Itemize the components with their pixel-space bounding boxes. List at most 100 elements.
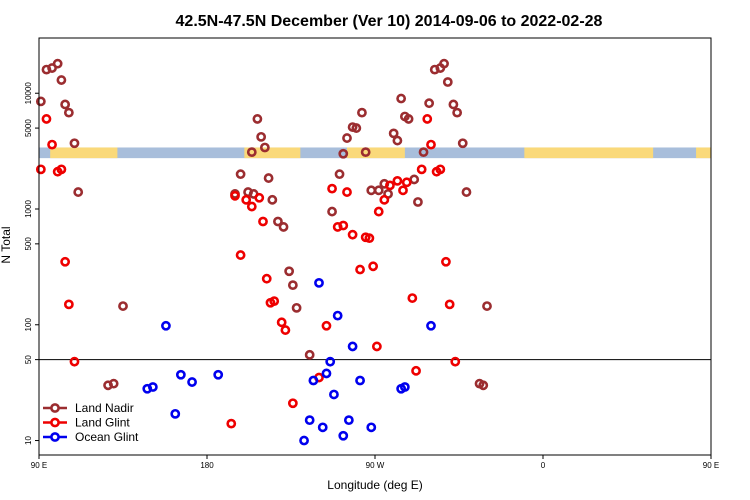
land-band-segment bbox=[524, 147, 654, 159]
point-land-nadir bbox=[338, 148, 349, 159]
point-land-glint bbox=[226, 418, 237, 429]
point-land-nadir bbox=[409, 174, 420, 185]
point-land-nadir bbox=[243, 187, 253, 197]
y-tick-label: 50 bbox=[24, 355, 33, 364]
land-band-segment bbox=[696, 147, 711, 159]
point-land-glint bbox=[347, 229, 358, 240]
y-axis: 10 50 100 500 1000 5000 10000 bbox=[24, 82, 39, 445]
point-land-glint bbox=[41, 114, 52, 124]
point-land-nadir bbox=[439, 58, 449, 69]
point-land-nadir bbox=[278, 222, 289, 232]
point-ocean-glint bbox=[347, 341, 358, 352]
point-ocean-glint bbox=[304, 415, 315, 426]
point-land-nadir bbox=[392, 135, 403, 146]
data-points bbox=[35, 58, 492, 446]
point-land-nadir bbox=[60, 99, 71, 110]
point-ocean-glint bbox=[399, 382, 410, 392]
y-tick-label: 10000 bbox=[24, 82, 33, 105]
point-ocean-glint bbox=[170, 408, 181, 419]
point-land-glint bbox=[269, 296, 280, 307]
point-land-glint bbox=[435, 164, 446, 175]
point-land-nadir bbox=[418, 147, 429, 158]
x-axis: 90 E 180 90 W 0 90 E bbox=[31, 455, 719, 470]
point-land-nadir bbox=[360, 147, 371, 158]
point-land-glint bbox=[56, 164, 67, 175]
point-land-nadir bbox=[304, 349, 315, 360]
point-land-nadir bbox=[267, 194, 278, 205]
land-band-segment bbox=[347, 147, 405, 159]
x-tick-label: 90 W bbox=[366, 461, 385, 470]
point-land-glint bbox=[371, 341, 382, 352]
y-tick-label: 10 bbox=[24, 436, 33, 445]
point-land-glint bbox=[254, 192, 265, 203]
point-ocean-glint bbox=[308, 375, 319, 386]
point-land-glint bbox=[69, 356, 80, 367]
legend-label: Land Glint bbox=[75, 416, 130, 430]
point-ocean-glint bbox=[343, 415, 354, 426]
point-land-glint bbox=[246, 201, 257, 212]
point-land-nadir bbox=[246, 147, 257, 158]
point-land-glint bbox=[398, 185, 408, 196]
y-axis-label: N Total bbox=[0, 226, 13, 263]
point-ocean-glint bbox=[147, 382, 158, 392]
point-land-nadir bbox=[52, 58, 63, 69]
point-land-glint bbox=[444, 299, 455, 310]
point-ocean-glint bbox=[175, 369, 186, 380]
point-land-nadir bbox=[284, 266, 295, 277]
point-land-nadir bbox=[342, 133, 352, 143]
point-ocean-glint bbox=[355, 375, 365, 386]
point-land-nadir bbox=[357, 107, 367, 118]
point-land-nadir bbox=[103, 380, 113, 391]
point-land-nadir bbox=[263, 173, 274, 183]
point-land-nadir bbox=[334, 169, 345, 180]
point-ocean-glint bbox=[329, 389, 339, 400]
x-tick-label: 90 E bbox=[703, 461, 719, 470]
legend-item: Land Glint bbox=[43, 416, 130, 430]
point-land-glint bbox=[276, 317, 287, 328]
point-ocean-glint bbox=[317, 422, 328, 433]
point-land-nadir bbox=[442, 77, 453, 87]
point-land-nadir bbox=[273, 216, 283, 227]
point-land-glint bbox=[47, 139, 57, 150]
x-tick-label: 90 E bbox=[31, 461, 47, 470]
point-ocean-glint bbox=[213, 369, 224, 380]
point-land-glint bbox=[258, 216, 268, 227]
point-land-glint bbox=[261, 273, 272, 284]
point-land-glint bbox=[287, 398, 298, 409]
x-tick-label: 180 bbox=[200, 461, 214, 470]
y-tick-label: 500 bbox=[24, 237, 33, 251]
point-land-nadir bbox=[291, 302, 302, 313]
point-land-glint bbox=[426, 139, 436, 150]
point-land-nadir bbox=[351, 123, 362, 133]
point-ocean-glint bbox=[299, 435, 309, 446]
point-land-nadir bbox=[413, 197, 423, 207]
point-land-nadir bbox=[287, 280, 298, 291]
land-band-segment bbox=[244, 147, 301, 159]
point-land-nadir bbox=[35, 96, 46, 107]
point-land-nadir bbox=[63, 107, 74, 118]
point-land-nadir bbox=[403, 114, 414, 124]
point-land-nadir bbox=[452, 107, 463, 118]
point-land-nadir bbox=[424, 98, 435, 109]
point-land-glint bbox=[373, 206, 384, 217]
chart-title: 42.5N-47.5N December (Ver 10) 2014-09-06… bbox=[176, 13, 603, 30]
series-ocean-glint bbox=[142, 277, 436, 446]
point-land-nadir bbox=[256, 131, 267, 142]
point-ocean-glint bbox=[338, 430, 349, 441]
point-land-glint bbox=[407, 293, 418, 303]
point-land-nadir bbox=[73, 187, 84, 197]
point-land-nadir bbox=[448, 99, 459, 110]
point-land-glint bbox=[230, 190, 240, 201]
point-land-glint bbox=[401, 177, 412, 188]
point-land-glint bbox=[338, 220, 349, 231]
point-land-nadir bbox=[259, 142, 270, 153]
point-land-glint bbox=[35, 164, 46, 175]
legend-label: Land Nadir bbox=[75, 401, 134, 415]
land-band-segment bbox=[50, 147, 118, 159]
point-land-glint bbox=[379, 194, 390, 205]
point-land-glint bbox=[235, 250, 246, 260]
land-mask-band bbox=[39, 147, 711, 159]
point-land-glint bbox=[416, 164, 427, 175]
legend-marker bbox=[50, 432, 60, 442]
